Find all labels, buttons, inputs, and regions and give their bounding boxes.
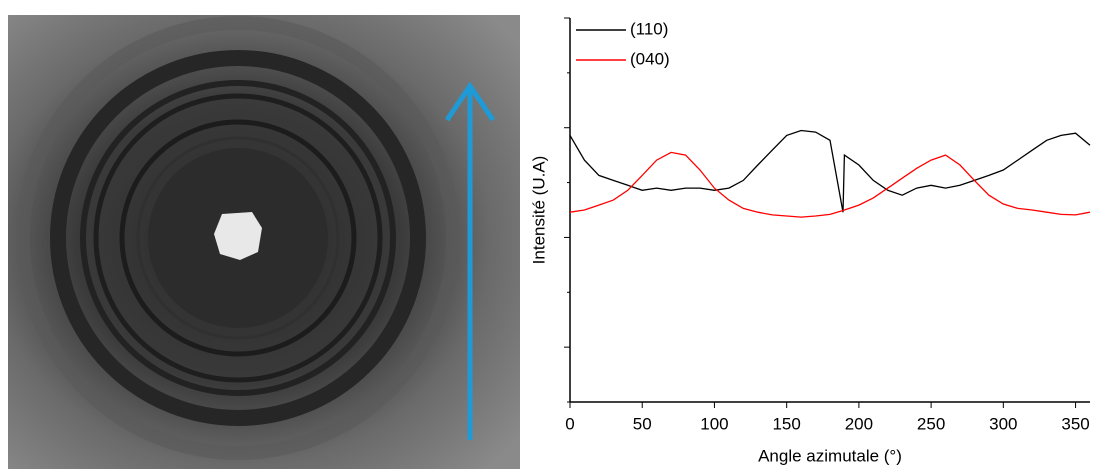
y-axis-label: Intensité (U.A) — [529, 156, 548, 265]
series-line — [569, 129, 1091, 213]
chart: Angle azimutale (°) Intensité (U.A) 0 50 1… — [529, 17, 1091, 465]
legend-label: (040) — [630, 49, 670, 68]
x-tick-label: 150 — [772, 414, 800, 433]
x-tick-label: 0 — [565, 414, 574, 433]
x-tick-label: 250 — [917, 414, 945, 433]
series-line — [569, 151, 1091, 218]
x-tick-label: 200 — [845, 414, 873, 433]
x-tick-label: 300 — [989, 414, 1017, 433]
x-tick-label: 350 — [1061, 414, 1089, 433]
legend-label: (110) — [630, 19, 668, 38]
diffraction-image — [8, 15, 520, 469]
x-tick-label: 100 — [700, 414, 728, 433]
x-axis-label: Angle azimutale (°) — [758, 446, 902, 465]
x-tick-label: 50 — [633, 414, 652, 433]
